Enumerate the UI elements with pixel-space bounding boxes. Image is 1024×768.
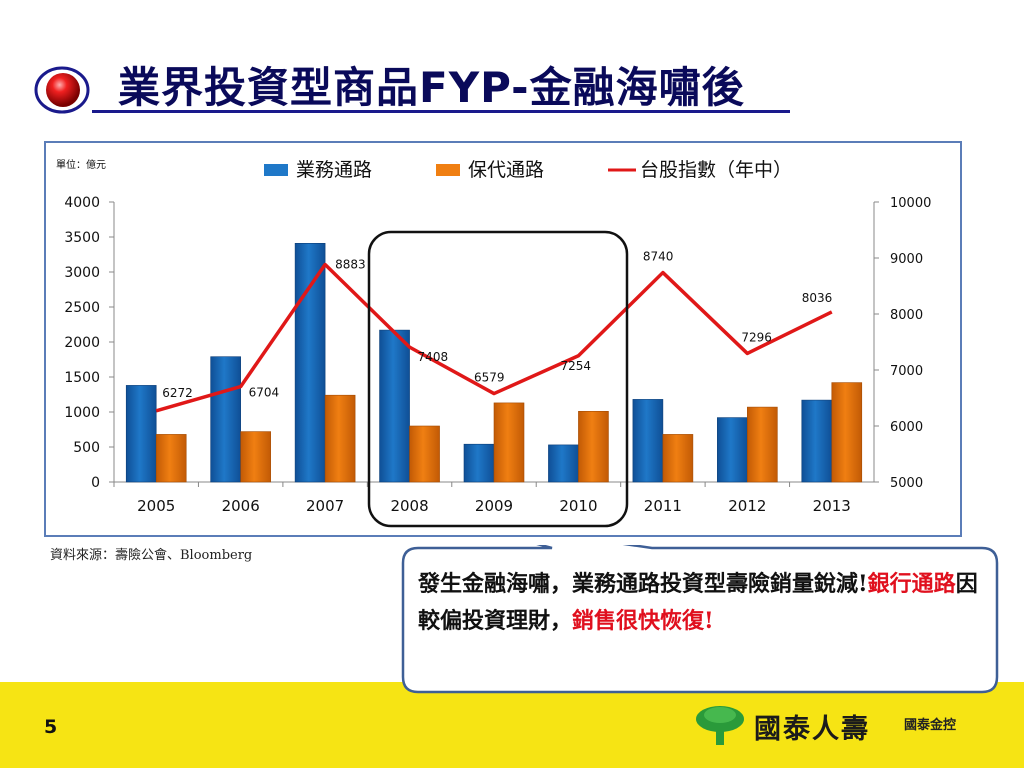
bar-business-2008: [379, 329, 410, 483]
callout-recovery: 銷售很快恢復!: [572, 608, 714, 634]
legend-swatch-1: [264, 164, 288, 176]
y-tick-label: 3500: [64, 230, 100, 246]
source-note: 資料來源：壽險公會、Bloomberg: [50, 548, 253, 563]
page-number: 5: [44, 716, 58, 738]
combo-chart: 單位：億元 業務通路 保代通路 台股指數（年中） 0 500 1000 1500 2000 250…: [56, 158, 931, 528]
y-tick-label: 2500: [64, 300, 100, 316]
title-underline: [92, 110, 790, 113]
chart-frame: 單位：億元 業務通路 保代通路 台股指數（年中） 0 500 1000 1500 2000 250…: [44, 141, 962, 537]
bar-business-2005: [125, 385, 157, 483]
x-tick-label: 2009: [475, 497, 513, 515]
legend-label-2: 保代通路: [468, 159, 544, 181]
callout-text: 發生金融海嘯，業務通路投資型壽險銷量銳減!銀行通路因較偏投資理財，銷售很快恢復!: [418, 566, 992, 640]
y2-tick-label: 6000: [890, 420, 923, 435]
y-tick-label: 2000: [64, 335, 100, 351]
y2-tick-label: 7000: [890, 364, 923, 379]
bar-agency-2011: [662, 434, 694, 483]
bar-business-2012: [717, 417, 748, 483]
y-tick-label: 0: [91, 475, 100, 491]
bar-business-2011: [632, 399, 664, 483]
x-tick-label: 2012: [728, 497, 766, 515]
y2-tick-label: 9000: [890, 252, 923, 267]
x-tick-label: 2010: [559, 497, 597, 515]
y-tick-label: 4000: [64, 195, 100, 211]
x-tick-label: 2008: [390, 497, 428, 515]
data-label-taiex: 6704: [249, 386, 280, 400]
bar-agency-2012: [747, 406, 778, 483]
title-area: 業界投資型商品FYP-金融海嘯後: [30, 48, 790, 118]
data-label-taiex: 8036: [802, 291, 833, 305]
bar-business-2013: [801, 399, 833, 483]
x-tick-label: 2013: [813, 497, 851, 515]
y2-tick-label: 5000: [890, 476, 923, 491]
unit-label: 單位：億元: [56, 158, 106, 171]
bar-agency-2008: [409, 425, 440, 483]
bar-business-2009: [463, 443, 495, 483]
data-label-taiex: 6272: [162, 386, 193, 400]
data-label-taiex: 7408: [418, 350, 449, 364]
footer-band: [0, 682, 1024, 768]
bar-agency-2007: [324, 394, 356, 483]
tree-logo-icon: [696, 706, 744, 745]
data-label-taiex: 8740: [643, 250, 674, 264]
x-tick-label: 2005: [137, 497, 175, 515]
legend-swatch-2: [436, 164, 460, 176]
bar-business-2006: [210, 356, 241, 483]
bar-business-2007: [294, 243, 326, 483]
bar-agency-2006: [240, 431, 271, 483]
y-tick-label: 500: [73, 440, 100, 456]
legend-label-3: 台股指數（年中）: [640, 159, 792, 181]
y2-tick-label: 10000: [890, 196, 931, 211]
x-tick-label: 2011: [644, 497, 682, 515]
line-taiex: [155, 262, 833, 413]
callout-bank-channel: 銀行通路: [867, 571, 956, 597]
logo-subname: 國泰金控: [904, 718, 957, 733]
data-label-taiex: 7254: [560, 359, 591, 373]
company-logo: 國泰人壽 國泰金控: [694, 703, 984, 747]
x-tick-label: 2007: [306, 497, 344, 515]
callout-bubble: [401, 545, 999, 694]
data-label-taiex: 8883: [335, 258, 366, 272]
slide-title: 業界投資型商品FYP-金融海嘯後: [118, 63, 745, 112]
data-label-taiex: 7296: [741, 330, 772, 344]
bar-agency-2010: [578, 410, 609, 483]
x-tick-label: 2006: [222, 497, 260, 515]
callout-part1: 發生金融海嘯，業務通路投資型壽險銷量銳減!: [418, 571, 868, 597]
y2-tick-label: 8000: [890, 308, 923, 323]
red-sphere-bullet-icon: [34, 66, 90, 114]
bar-agency-2005: [155, 434, 187, 483]
data-label-taiex: 6579: [474, 371, 505, 385]
callout-part3: 因較偏投資理財，: [418, 571, 978, 634]
bar-agency-2013: [831, 382, 863, 483]
highlight-2008-2010: [367, 230, 629, 528]
y-tick-label: 1500: [64, 370, 100, 386]
y-tick-label: 1000: [64, 405, 100, 421]
logo-name: 國泰人壽: [754, 714, 870, 745]
bar-business-2010: [548, 444, 579, 483]
legend-label-1: 業務通路: [296, 159, 372, 181]
y-tick-label: 3000: [64, 265, 100, 281]
bar-agency-2009: [493, 402, 525, 483]
